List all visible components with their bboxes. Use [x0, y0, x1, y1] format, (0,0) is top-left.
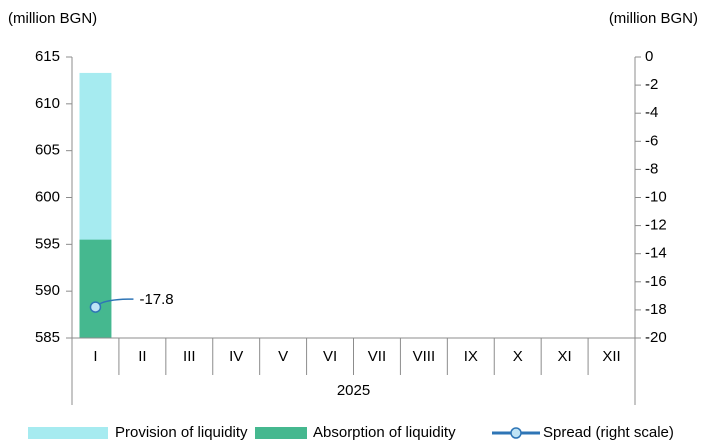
- x-tick-label: XI: [558, 348, 572, 365]
- y2-axis-label: (million BGN): [609, 10, 698, 27]
- y-tick-label: 610: [35, 95, 60, 112]
- x-tick-label: I: [93, 348, 97, 365]
- y-tick-label: 600: [35, 188, 60, 205]
- y-tick-label: 615: [35, 48, 60, 65]
- x-tick-label: VII: [368, 348, 386, 365]
- y2-tick-label: -6: [645, 132, 658, 149]
- y-tick-label: 585: [35, 329, 60, 346]
- y2-tick-label: -8: [645, 160, 658, 177]
- bar: [79, 239, 112, 338]
- legend-label: Spread (right scale): [543, 424, 674, 441]
- y-tick-label: 605: [35, 142, 60, 159]
- legend-label: Provision of liquidity: [115, 424, 248, 441]
- y-tick-label: 590: [35, 282, 60, 299]
- y2-tick-label: -2: [645, 76, 658, 93]
- x-tick-label: II: [138, 348, 146, 365]
- y2-tick-label: -16: [645, 273, 667, 290]
- legend-marker: [510, 427, 522, 439]
- y2-tick-label: -20: [645, 329, 667, 346]
- x-tick-label: IV: [229, 348, 243, 365]
- x-tick-label: VIII: [413, 348, 436, 365]
- x-tick-label: V: [278, 348, 288, 365]
- y2-tick-label: -18: [645, 301, 667, 318]
- x-tick-label: X: [513, 348, 523, 365]
- data-label: -17.8: [139, 291, 173, 308]
- line-marker: [89, 301, 102, 313]
- x-group-label: 2025: [337, 382, 370, 399]
- legend-label: Absorption of liquidity: [313, 424, 456, 441]
- x-tick-label: VI: [323, 348, 337, 365]
- x-tick-label: IX: [464, 348, 478, 365]
- y2-tick-label: -10: [645, 188, 667, 205]
- y-tick-label: 595: [35, 235, 60, 252]
- y-axis-label: (million BGN): [8, 10, 97, 27]
- leader-line: [99, 298, 134, 305]
- x-tick-label: III: [183, 348, 196, 365]
- y2-tick-label: 0: [645, 48, 653, 65]
- y2-tick-label: -12: [645, 217, 667, 234]
- y2-tick-label: -14: [645, 245, 667, 262]
- x-tick-label: XII: [602, 348, 620, 365]
- legend-swatch: [28, 427, 108, 439]
- y2-tick-label: -4: [645, 104, 658, 121]
- legend-swatch: [255, 427, 307, 439]
